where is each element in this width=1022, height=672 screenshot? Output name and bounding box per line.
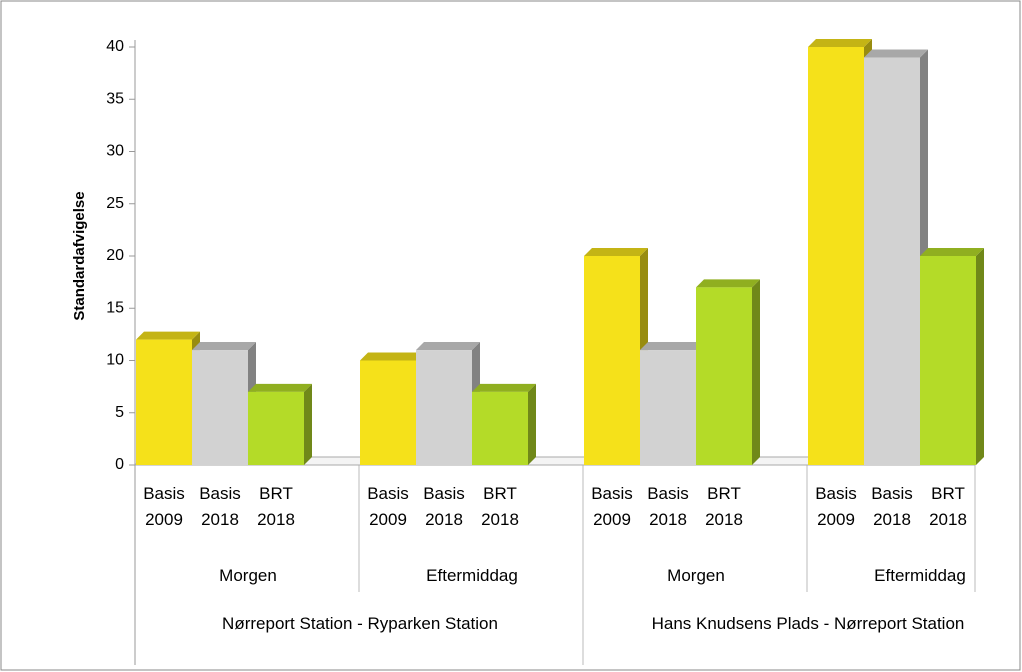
x-tick-label: BRT 2018	[929, 484, 967, 529]
bar	[696, 279, 760, 465]
bar-side	[304, 383, 312, 465]
x-tick-label: Basis 2018	[199, 484, 241, 529]
route-label: Nørreport Station - Ryparken Station	[222, 614, 498, 633]
y-tick-label: 10	[106, 352, 124, 369]
bar	[808, 39, 872, 465]
bar	[584, 248, 648, 465]
bar	[920, 248, 984, 465]
x-tick-label: Basis 2018	[871, 484, 913, 529]
y-tick-label: 5	[115, 404, 124, 421]
bar-front	[136, 339, 192, 465]
bar-top	[864, 49, 928, 58]
bar	[416, 342, 480, 465]
period-label: Eftermiddag	[426, 566, 518, 585]
x-tick-label: Basis 2009	[143, 484, 185, 529]
bar	[472, 383, 536, 465]
y-tick-label: 0	[115, 456, 124, 473]
period-label: Morgen	[667, 566, 725, 585]
bar-top	[808, 39, 872, 47]
bar-top	[920, 248, 984, 256]
bar-top	[584, 248, 648, 256]
bar-front	[920, 256, 976, 465]
x-tick-label: Basis 2018	[423, 484, 465, 529]
period-label: Eftermiddag	[874, 566, 966, 585]
bar-top	[472, 383, 536, 392]
bar-front	[248, 391, 304, 465]
y-tick-label: 30	[106, 143, 124, 160]
bar-front	[808, 47, 864, 465]
bar	[360, 352, 424, 465]
y-tick-label: 20	[106, 247, 124, 264]
route-label: Hans Knudsens Plads - Nørreport Station	[651, 614, 965, 633]
bar-top	[640, 342, 704, 351]
bar	[864, 49, 928, 465]
x-tick-label: Basis 2018	[647, 484, 689, 529]
bar-top	[192, 342, 256, 351]
y-tick-label: 15	[106, 299, 124, 316]
x-tick-label: Basis 2009	[591, 484, 633, 529]
x-tick-label: Basis 2009	[367, 484, 409, 529]
bar-front	[416, 350, 472, 465]
x-tick-label: BRT 2018	[481, 484, 519, 529]
bar-front	[192, 350, 248, 465]
bar-front	[472, 391, 528, 465]
x-tick-label: BRT 2018	[705, 484, 743, 529]
bar-front	[696, 287, 752, 465]
bar-front	[864, 57, 920, 465]
bar-side	[976, 248, 984, 465]
bar-top	[136, 331, 200, 340]
y-tick-label: 35	[106, 90, 124, 107]
bar-side	[528, 383, 536, 465]
y-tick-label: 25	[106, 195, 124, 212]
y-axis-title: Standardafvigelse	[71, 191, 88, 320]
bar-top	[416, 342, 480, 351]
x-tick-label: BRT 2018	[257, 484, 295, 529]
x-tick-label: Basis 2009	[815, 484, 857, 529]
bar-side	[752, 279, 760, 465]
bar	[248, 383, 312, 465]
bar-top	[248, 383, 312, 392]
bar	[192, 342, 256, 465]
bar-front	[584, 256, 640, 465]
bar	[136, 331, 200, 465]
bar-top	[360, 352, 424, 361]
period-label: Morgen	[219, 566, 277, 585]
bar	[640, 342, 704, 465]
y-tick-label: 40	[106, 38, 124, 55]
bar-top	[696, 279, 760, 288]
bar-front	[360, 360, 416, 465]
bar-front	[640, 350, 696, 465]
